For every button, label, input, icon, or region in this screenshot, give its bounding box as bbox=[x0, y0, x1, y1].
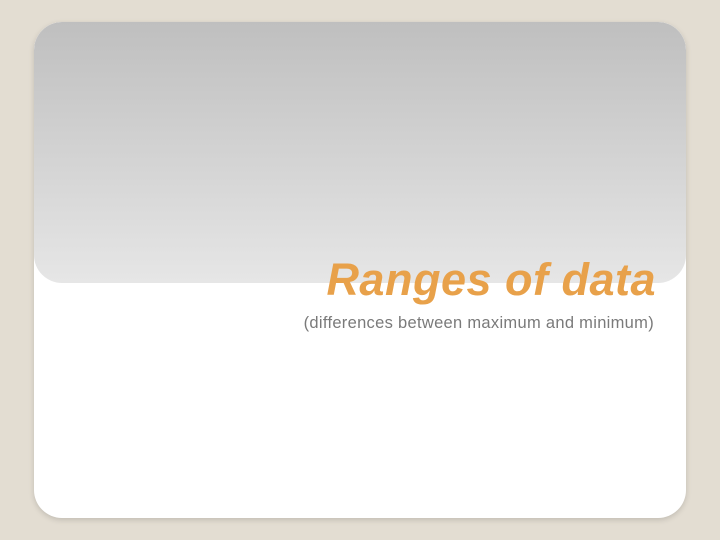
slide-subtitle: (differences between maximum and minimum… bbox=[304, 314, 654, 333]
top-gradient-panel bbox=[34, 22, 686, 283]
slide-card: Ranges of data (differences between maxi… bbox=[34, 22, 686, 518]
slide-title: Ranges of data bbox=[326, 254, 656, 306]
